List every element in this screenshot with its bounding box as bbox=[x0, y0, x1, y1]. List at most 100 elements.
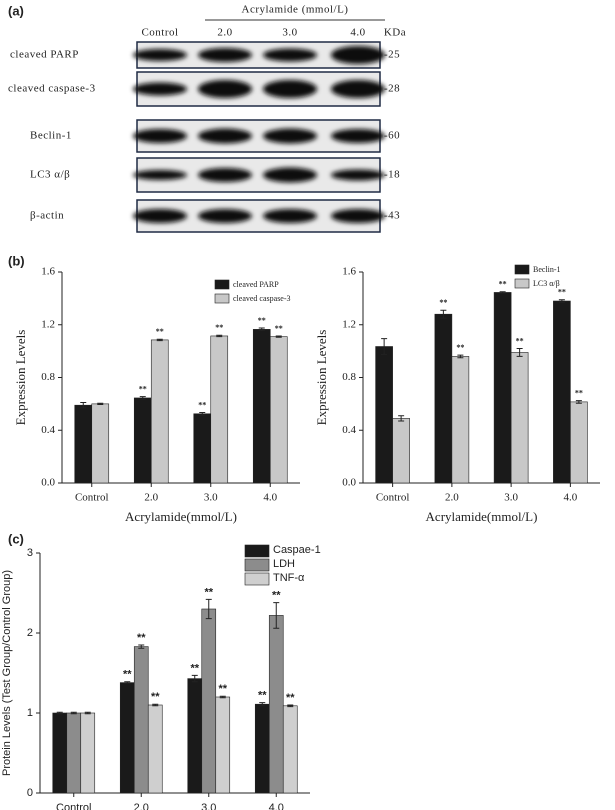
legend-swatch bbox=[244, 572, 270, 586]
legend-swatch bbox=[514, 278, 530, 289]
significance: ** bbox=[190, 662, 199, 674]
significance: ** bbox=[198, 400, 206, 409]
bar bbox=[269, 336, 288, 484]
kda-label: -60 bbox=[384, 130, 400, 142]
significance: ** bbox=[272, 590, 281, 602]
bar bbox=[133, 646, 149, 794]
error-bar bbox=[440, 309, 447, 319]
x-tick-label: Control bbox=[376, 492, 410, 504]
x-tick-label: Control bbox=[75, 492, 109, 504]
panel-label: (a) bbox=[8, 3, 24, 18]
significance: ** bbox=[156, 327, 164, 336]
legend-label: TNF-α bbox=[273, 572, 305, 584]
bar bbox=[282, 705, 298, 794]
bar bbox=[119, 682, 135, 794]
bar bbox=[210, 335, 229, 484]
error-bar bbox=[273, 602, 280, 629]
x-tick-label: 2.0 bbox=[445, 492, 459, 504]
legend-swatch bbox=[214, 279, 230, 290]
significance: ** bbox=[286, 692, 295, 704]
lane-label: 4.0 bbox=[350, 27, 365, 39]
significance: ** bbox=[215, 323, 223, 332]
error-bar bbox=[575, 400, 582, 404]
band bbox=[198, 168, 252, 182]
error-bar bbox=[139, 396, 146, 400]
significance: ** bbox=[558, 288, 566, 297]
western-blot: Acrylamide (mmol/L) Control 2.0 3.0 4.0 KDa c… bbox=[8, 4, 406, 233]
y-tick-label: 0.8 bbox=[342, 371, 356, 383]
error-bar bbox=[138, 644, 145, 649]
bar bbox=[570, 401, 588, 484]
significance: ** bbox=[151, 691, 160, 703]
y-axis-label: Expression Levels bbox=[13, 330, 28, 426]
legend-label: LC3 α/β bbox=[533, 279, 560, 288]
error-bar bbox=[216, 334, 223, 338]
bar bbox=[91, 403, 110, 484]
bar bbox=[553, 300, 571, 484]
error-bar bbox=[70, 711, 77, 715]
bar bbox=[254, 703, 270, 794]
y-tick-label: 1.2 bbox=[41, 318, 55, 330]
band bbox=[331, 209, 385, 223]
bar bbox=[52, 712, 68, 794]
bar bbox=[510, 352, 529, 484]
lane-label: 3.0 bbox=[282, 27, 297, 39]
kda-label: -18 bbox=[384, 169, 400, 181]
error-bar bbox=[84, 711, 91, 715]
bar bbox=[252, 329, 271, 484]
x-tick-label: 4.0 bbox=[564, 492, 578, 504]
band bbox=[263, 167, 317, 183]
bar bbox=[201, 608, 217, 794]
significance: ** bbox=[258, 690, 267, 702]
protein-label: cleaved PARP bbox=[10, 49, 79, 61]
error-bar bbox=[287, 704, 294, 708]
significance: ** bbox=[499, 280, 507, 289]
bar bbox=[451, 356, 470, 484]
significance: ** bbox=[456, 343, 464, 352]
bar bbox=[66, 712, 82, 794]
band bbox=[133, 129, 187, 143]
y-tick-label: 0.8 bbox=[41, 371, 55, 383]
error-bar bbox=[191, 674, 198, 683]
x-tick-label: 4.0 bbox=[269, 802, 284, 810]
band bbox=[133, 209, 187, 223]
y-tick-label: 0.4 bbox=[342, 424, 356, 436]
error-bar bbox=[205, 598, 212, 620]
band bbox=[263, 128, 317, 144]
legend-swatch bbox=[244, 558, 270, 572]
x-tick-label: 2.0 bbox=[144, 492, 158, 504]
kda-label: -28 bbox=[384, 83, 400, 95]
y-tick-label: 1.2 bbox=[342, 318, 356, 330]
legend-swatch bbox=[244, 544, 270, 558]
legend-label: cleaved PARP bbox=[233, 280, 279, 289]
bar bbox=[215, 696, 231, 794]
significance: ** bbox=[275, 324, 283, 333]
y-axis-label: Protein Levels (Test Group/Control Group… bbox=[1, 570, 13, 776]
bar bbox=[392, 418, 410, 484]
panel-label: (b) bbox=[8, 253, 25, 268]
error-bar bbox=[275, 335, 282, 338]
y-tick-label: 1.6 bbox=[342, 266, 356, 278]
error-bar bbox=[124, 681, 131, 684]
band bbox=[198, 80, 252, 98]
protein-label: β-actin bbox=[30, 210, 64, 222]
band bbox=[198, 128, 252, 144]
band bbox=[133, 82, 187, 96]
error-bar bbox=[381, 338, 388, 355]
error-bar bbox=[516, 347, 523, 357]
bar bbox=[187, 678, 203, 794]
error-bar bbox=[457, 354, 464, 359]
y-tick-label: 0.0 bbox=[41, 477, 55, 489]
chart: 0.0 0.4 0.8 1.2 1.6 Control 2.0 3.0 4.0 ** ** ** ** *… bbox=[13, 266, 300, 524]
y-axis-label: Expression Levels bbox=[314, 330, 329, 426]
band bbox=[198, 209, 252, 223]
bar bbox=[133, 397, 152, 484]
band bbox=[263, 48, 317, 62]
band bbox=[133, 170, 187, 180]
protein-label: LC3 α/β bbox=[30, 169, 70, 181]
error-bar bbox=[152, 703, 159, 707]
significance: ** bbox=[123, 669, 132, 681]
bar bbox=[147, 704, 163, 794]
x-tick-label: 3.0 bbox=[504, 492, 518, 504]
lane-label: 2.0 bbox=[217, 27, 232, 39]
